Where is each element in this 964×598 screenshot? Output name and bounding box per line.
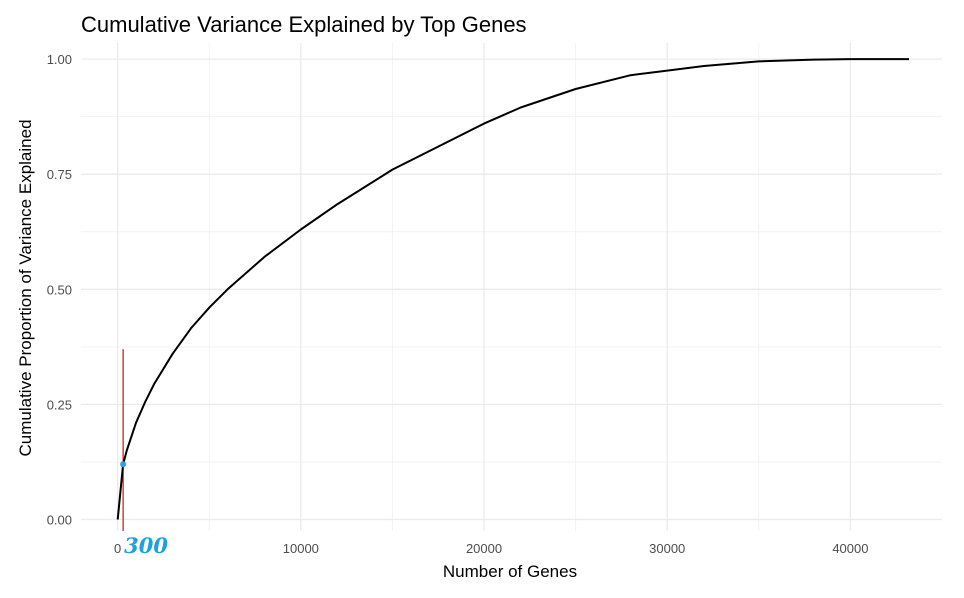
series-layer	[116, 58, 909, 531]
y-tick-label: 1.00	[47, 52, 72, 67]
x-tick-label: 30000	[649, 541, 685, 556]
threshold-point	[120, 461, 127, 468]
cumulative-variance-line	[116, 58, 909, 520]
x-tick-label: 20000	[466, 541, 502, 556]
y-tick-label: 0.25	[47, 397, 72, 412]
chart-title: Cumulative Variance Explained by Top Gen…	[81, 12, 527, 37]
x-tick-label: 10000	[283, 541, 319, 556]
threshold-annotation: 300	[124, 533, 168, 558]
tick-layer: 0 10000 20000 30000 40000 0.00 0.25 0.50 0.75 1.0…	[47, 52, 869, 558]
y-tick-label: 0.50	[47, 282, 72, 297]
y-tick-label: 0.00	[47, 512, 72, 527]
x-tick-label: 0	[114, 541, 121, 556]
x-tick-label: 40000	[832, 541, 868, 556]
y-axis-label: Cumulative Proportion of Variance Explai…	[16, 119, 35, 456]
y-tick-label: 0.75	[47, 167, 72, 182]
x-axis-label: Number of Genes	[443, 562, 577, 581]
grid-layer	[81, 43, 942, 531]
